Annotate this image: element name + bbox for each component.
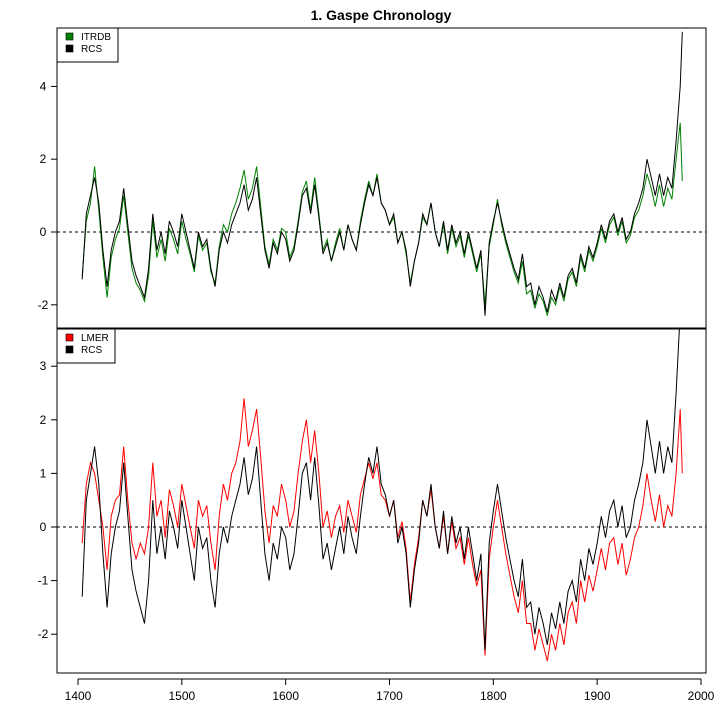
legend-swatch-itrdb (65, 32, 74, 41)
y-tick-label: 4 (40, 79, 47, 93)
x-axis: 1400 1500 1600 1700 1800 1900 2000 (65, 678, 715, 703)
y-tick-label: 0 (40, 520, 47, 534)
panel-frame (56, 27, 707, 329)
x-tick-label: 1400 (65, 689, 92, 703)
x-tick-label: 1600 (272, 689, 299, 703)
legend-swatch-lmer (65, 333, 74, 342)
legend-label: RCS (81, 345, 102, 356)
chart-title: 1. Gaspe Chronology (311, 7, 452, 23)
legend-label: RCS (81, 44, 102, 55)
y-tick-label: -2 (38, 298, 49, 312)
legend-label: LMER (81, 333, 109, 344)
x-tick-label: 1700 (376, 689, 403, 703)
x-tick-label: 1500 (168, 689, 195, 703)
y-tick-label: 3 (40, 359, 47, 373)
y-tick-label: 2 (40, 152, 47, 166)
y-tick-label: 0 (40, 225, 47, 239)
series-line-lmer (81, 398, 683, 662)
x-tick-label: 1800 (480, 689, 507, 703)
y-tick-label: 2 (40, 413, 47, 427)
panel-frame (56, 328, 707, 674)
y-tick-label: -2 (38, 627, 49, 641)
series-line-rcs (81, 31, 683, 316)
legend-swatch-rcs (65, 44, 74, 53)
x-tick-label: 2000 (688, 689, 715, 703)
series-line-rcs (81, 329, 680, 651)
x-tick-label: 1900 (584, 689, 611, 703)
legend-label: ITRDB (81, 32, 111, 43)
legend-swatch-rcs (65, 345, 74, 354)
y-tick-label: 1 (40, 466, 47, 480)
series-line-itrdb (81, 122, 683, 316)
y-tick-label: -1 (38, 574, 49, 588)
